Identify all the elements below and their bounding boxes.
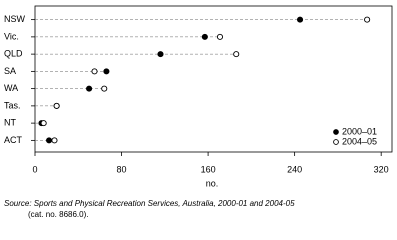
y-tick-label: Vic. — [4, 31, 19, 41]
legend-label: 2004–05 — [342, 136, 377, 146]
legend-marker — [333, 139, 339, 145]
y-tick-label: WA — [4, 83, 18, 93]
y-tick-label: NSW — [4, 14, 26, 24]
y-tick-label: NT — [4, 118, 16, 128]
dot — [101, 85, 108, 92]
dot — [233, 51, 240, 58]
dot — [86, 85, 93, 92]
dot — [51, 137, 58, 144]
y-tick-label: SA — [4, 66, 16, 76]
x-tick-label: 80 — [117, 164, 127, 174]
dot — [157, 51, 164, 58]
legend-label: 2000–01 — [342, 126, 377, 136]
dot — [53, 102, 60, 109]
dot — [40, 120, 47, 127]
plot-frame — [34, 5, 393, 153]
y-tick-label: Tas. — [4, 100, 21, 110]
dot — [103, 68, 110, 75]
chart: no. Source: Sports and Physical Recreati… — [4, 5, 393, 219]
source-note: (cat. no. 8686.0). — [28, 210, 88, 219]
dot — [201, 33, 208, 40]
legend-marker — [333, 129, 339, 135]
x-tick-label: 160 — [201, 164, 216, 174]
source-note: Source: Sports and Physical Recreation S… — [4, 199, 295, 208]
dot — [364, 16, 371, 23]
dot — [216, 33, 224, 40]
x-tick-label: 320 — [374, 164, 389, 174]
dot — [91, 68, 98, 75]
x-tick-label: 240 — [287, 164, 302, 174]
dot — [46, 137, 53, 144]
y-tick-label: QLD — [4, 49, 23, 59]
x-axis-label: no. — [206, 178, 219, 188]
dot — [296, 16, 304, 23]
x-tick-label: 0 — [32, 164, 37, 174]
y-tick-label: ACT — [4, 135, 23, 145]
